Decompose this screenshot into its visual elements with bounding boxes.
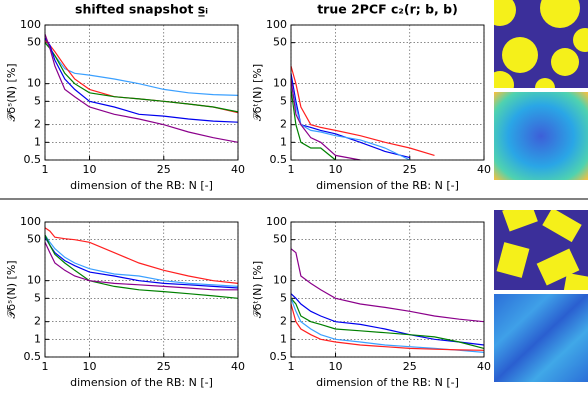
series-line <box>44 37 239 123</box>
series-line <box>44 227 239 284</box>
series-line <box>44 37 239 96</box>
series-line <box>290 297 485 349</box>
y-tick-label: 0.5 <box>24 153 42 166</box>
series-line <box>290 89 336 161</box>
y-tick-label: 1 <box>34 135 41 148</box>
y-tick-label: 10 <box>273 274 287 287</box>
correlation-image <box>494 92 588 180</box>
series-line <box>44 242 238 291</box>
x-tick-label: 1 <box>288 360 295 373</box>
plot-frame <box>290 24 485 161</box>
y-tick-label: 2 <box>280 315 287 328</box>
microstructure-image <box>494 0 588 88</box>
series-line <box>290 248 485 323</box>
x-tick-label: 40 <box>231 360 245 373</box>
y-tick-label: 5 <box>34 291 41 304</box>
y-tick-label: 1 <box>34 332 41 345</box>
y-tick-label: 0.5 <box>270 153 288 166</box>
y-tick-label: 100 <box>20 215 41 228</box>
y-tick-label: 50 <box>273 36 287 49</box>
series-line <box>290 65 435 156</box>
y-tick-label: 5 <box>280 291 287 304</box>
y-tick-label: 10 <box>273 77 287 90</box>
y-tick-label: 5 <box>280 94 287 107</box>
y-tick-label: 0.5 <box>270 350 288 363</box>
x-axis-label: dimension of the RB: N [-] <box>70 376 213 389</box>
x-tick-label: 40 <box>231 163 245 176</box>
y-tick-label: 1 <box>280 135 287 148</box>
y-tick-label: 2 <box>34 118 41 131</box>
x-tick-label: 40 <box>477 360 491 373</box>
y-tick-label: 2 <box>280 118 287 131</box>
series-line <box>44 234 239 299</box>
series-line <box>290 78 361 161</box>
x-tick-label: 25 <box>403 360 417 373</box>
x-tick-label: 10 <box>83 360 97 373</box>
x-tick-label: 10 <box>329 360 343 373</box>
y-axis-label: 𝒫δᵗ(N) [%] <box>251 64 264 121</box>
y-tick-label: 10 <box>27 77 41 90</box>
series-line <box>44 39 239 114</box>
chart-title: shifted snapshot s̲ᵢ <box>75 2 208 18</box>
plot-frame <box>290 221 485 358</box>
y-tick-label: 5 <box>34 94 41 107</box>
y-axis-label: 𝒫δᵗ(N) [%] <box>251 261 264 318</box>
y-tick-label: 50 <box>273 233 287 246</box>
x-tick-label: 25 <box>403 163 417 176</box>
x-axis-label: dimension of the RB: N [-] <box>316 179 459 192</box>
series-line <box>290 83 411 161</box>
x-axis-label: dimension of the RB: N [-] <box>316 376 459 389</box>
series-line <box>290 293 485 346</box>
x-tick-label: 10 <box>329 163 343 176</box>
x-tick-label: 1 <box>42 360 49 373</box>
series-line <box>290 73 410 159</box>
y-tick-label: 10 <box>27 274 41 287</box>
y-tick-label: 50 <box>27 36 41 49</box>
y-tick-label: 1 <box>280 332 287 345</box>
series-line <box>44 42 239 113</box>
y-tick-label: 100 <box>20 18 41 31</box>
series-line <box>44 234 239 287</box>
y-tick-label: 50 <box>27 233 41 246</box>
y-axis-label: 𝒫δˢ(N) [%] <box>5 260 18 318</box>
x-tick-label: 1 <box>288 163 295 176</box>
x-tick-label: 25 <box>157 360 171 373</box>
plot-frame <box>44 24 239 161</box>
x-tick-label: 40 <box>477 163 491 176</box>
series-line <box>44 236 239 289</box>
correlation-image <box>494 294 588 382</box>
x-tick-label: 10 <box>83 163 97 176</box>
series-line <box>290 303 485 351</box>
microstructure-image <box>494 210 588 290</box>
plot-frame <box>44 221 239 358</box>
x-axis-label: dimension of the RB: N [-] <box>70 179 213 192</box>
y-tick-label: 100 <box>266 18 287 31</box>
x-tick-label: 25 <box>157 163 171 176</box>
y-tick-label: 100 <box>266 215 287 228</box>
x-tick-label: 1 <box>42 163 49 176</box>
y-tick-label: 2 <box>34 315 41 328</box>
series-line <box>290 298 485 353</box>
chart-title: true 2PCF c₂(r; b, b) <box>317 2 458 17</box>
y-tick-label: 0.5 <box>24 350 42 363</box>
series-line <box>44 33 239 143</box>
y-axis-label: 𝒫δˢ(N) [%] <box>5 63 18 121</box>
